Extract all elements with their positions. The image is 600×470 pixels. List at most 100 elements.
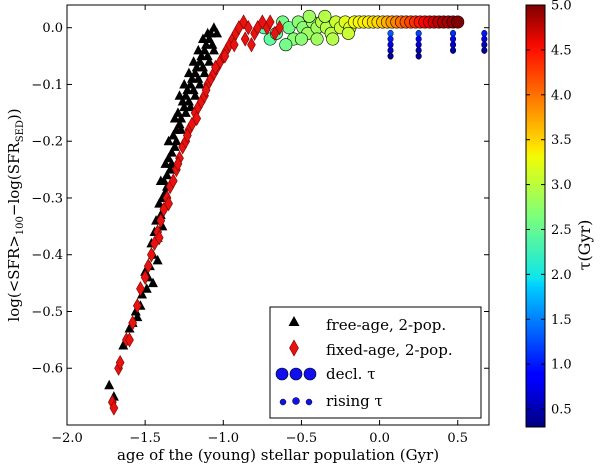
colorbar-tick-label: 2.5: [551, 223, 572, 238]
decl-tau-point: [326, 32, 340, 46]
free-age-point: [194, 78, 205, 89]
fixed-age-point: [247, 37, 256, 53]
fixed-age-point: [275, 20, 284, 36]
free-age-point: [190, 90, 201, 100]
y-tick-label: −0.4: [31, 248, 63, 263]
free-age-point: [162, 169, 173, 180]
fixed-age-point: [243, 20, 253, 36]
free-age-point: [197, 33, 208, 44]
colorbar-ticks: 0.5 1.0 1.5 2.0 2.5 3.0 3.5 4.0 4.5 5.0: [526, 0, 572, 418]
plot-frame: [66, 4, 490, 426]
y-tick-label: −0.3: [31, 191, 63, 206]
fixed-age-point: [164, 196, 173, 212]
free-age-point: [187, 73, 198, 83]
legend-marker-decl-1: [275, 367, 289, 381]
fixed-age-point: [109, 400, 119, 416]
fixed-age-point: [140, 269, 150, 286]
x-tick-label: −0.5: [286, 431, 318, 446]
legend-label-decl-tau: decl. τ: [326, 365, 376, 383]
free-age-point: [152, 254, 163, 265]
fixed-age-point: [211, 59, 220, 76]
decl-tau-point: [318, 9, 332, 23]
free-age-point: [183, 67, 194, 78]
free-age-point: [166, 158, 177, 168]
free-age-point: [132, 311, 143, 322]
decl-tau-point: [294, 32, 308, 46]
free-age-point: [182, 84, 193, 95]
free-age-point: [177, 95, 188, 106]
free-age-point: [169, 141, 180, 151]
free-age-point: [163, 135, 174, 146]
free-age-point: [174, 90, 185, 100]
free-age-point: [208, 44, 219, 55]
y-axis: 0.0 −0.1 −0.2 −0.3 −0.4 −0.5 −0.6: [31, 21, 489, 377]
legend-label-rising-tau: rising τ: [326, 392, 383, 410]
free-age-point: [202, 50, 213, 61]
free-age-point: [188, 56, 199, 66]
free-age-point: [147, 277, 158, 288]
decl-tau-point: [451, 15, 465, 29]
x-tick-label: 0.0: [369, 431, 390, 446]
fixed-age-point: [220, 48, 230, 64]
free-age-point: [193, 73, 204, 83]
free-age-point: [207, 39, 218, 49]
colorbar-tick-label: 0.5: [551, 403, 572, 418]
fixed-age-point: [136, 281, 145, 297]
legend: free-age, 2-pop. fixed-age, 2-pop. decl.…: [269, 306, 482, 419]
free-age-point: [155, 175, 166, 185]
free-age-point: [183, 95, 194, 106]
decl-tau-point: [341, 26, 355, 40]
x-tick-label: −1.0: [208, 431, 240, 446]
y-tick-label: −0.2: [31, 135, 63, 150]
free-age-point: [202, 27, 213, 38]
free-age-point: [180, 107, 191, 117]
colorbar-tick-label: 3.0: [551, 178, 572, 193]
free-age-point: [169, 113, 180, 123]
colorbar-tick-label: 4.0: [551, 88, 572, 103]
free-age-point: [179, 78, 190, 89]
fixed-age-point: [156, 213, 166, 229]
fixed-age-point: [265, 14, 275, 30]
rising-tau-point: [481, 46, 488, 54]
free-age-point: [137, 288, 148, 299]
rising-tau-point: [450, 46, 457, 54]
x-tick-label: 0.5: [447, 431, 468, 446]
colorbar-tick-label: 1.0: [551, 358, 572, 373]
free-age-point: [171, 135, 182, 146]
fixed-age-point: [183, 127, 192, 144]
x-axis: −2.0 −1.5 −1.0 −0.5 0.0 0.5: [51, 5, 468, 446]
y-tick-label: −0.6: [31, 362, 63, 377]
free-age-point: [188, 84, 199, 95]
colorbar-tick-label: 3.5: [551, 133, 572, 148]
free-age-point: [160, 158, 171, 168]
x-tick-label: −2.0: [51, 431, 83, 446]
y-tick-label: −0.5: [31, 305, 63, 320]
free-age-point: [179, 101, 190, 112]
free-age-point: [174, 118, 185, 129]
free-age-point: [141, 283, 152, 293]
colorbar-tick-label: 5.0: [551, 0, 572, 14]
colorbar-tick-label: 1.5: [551, 313, 572, 328]
rising-tau-point: [415, 52, 422, 60]
decl-tau-point: [279, 38, 293, 52]
x-axis-label: age of the (young) stellar population (G…: [117, 446, 439, 464]
free-age-point: [204, 56, 215, 66]
colorbar-label: τ(Gyr): [575, 220, 594, 271]
fixed-age-point: [115, 354, 125, 371]
fixed-age-point: [132, 298, 142, 314]
fixed-age-point: [168, 173, 178, 189]
free-age-point: [185, 101, 196, 112]
legend-label-free-age: free-age, 2-pop.: [326, 316, 446, 334]
legend-marker-fixed-age: [289, 339, 299, 357]
decl-tau-point: [302, 9, 316, 23]
fixed-age-point: [240, 31, 250, 47]
free-age-point: [157, 220, 168, 231]
fixed-age-point: [147, 247, 156, 263]
free-age-point: [124, 323, 135, 333]
free-age-point: [104, 379, 115, 390]
x-tick-label: −1.5: [129, 431, 161, 446]
legend-marker-rising-3: [305, 398, 313, 406]
free-age-point: [191, 61, 202, 72]
fixed-age-point: [201, 82, 211, 98]
